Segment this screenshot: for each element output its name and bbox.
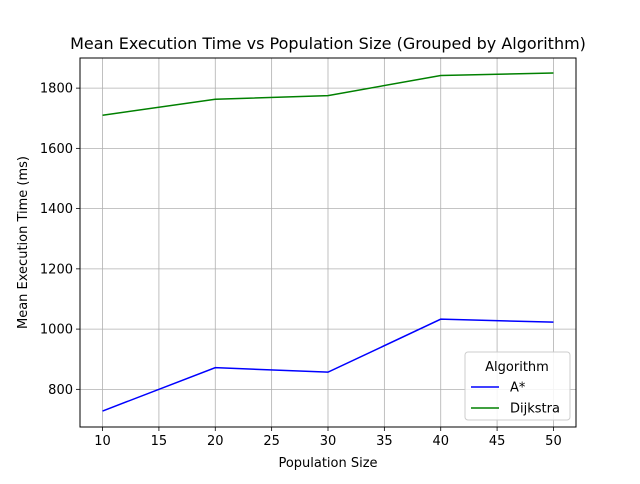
- legend-label-a-star: A*: [510, 381, 526, 396]
- y-tick-label: 1800: [40, 82, 73, 97]
- x-tick-label: 20: [207, 434, 224, 449]
- y-tick-label: 1200: [40, 262, 73, 277]
- y-axis: 800 1000 1200 1400 1600 1800: [40, 82, 80, 398]
- y-tick-label: 1000: [40, 323, 73, 338]
- legend-box: [464, 351, 571, 421]
- y-axis-label: Mean Execution Time (ms): [16, 156, 31, 329]
- x-tick-label: 35: [376, 434, 393, 449]
- x-tick-label: 50: [545, 434, 562, 449]
- series-layer: [102, 72, 554, 412]
- x-tick-label: 15: [151, 434, 168, 449]
- x-tick-label: 30: [320, 434, 337, 449]
- legend-title: Algorithm: [485, 360, 549, 375]
- series-line-dijkstra: [102, 72, 554, 116]
- x-tick-label: 25: [263, 434, 280, 449]
- x-axis: 10 15 20 25 30 35 40 45 50: [94, 427, 562, 449]
- y-tick-label: 1600: [40, 142, 73, 157]
- x-tick-label: 45: [489, 434, 506, 449]
- x-axis-label: Population Size: [278, 456, 377, 471]
- x-tick-label: 10: [94, 434, 111, 449]
- x-tick-label: 40: [432, 434, 449, 449]
- legend-label-dijkstra: Dijkstra: [510, 402, 560, 417]
- series-line-a-star: [102, 318, 554, 412]
- y-tick-label: 800: [48, 383, 73, 398]
- y-tick-label: 1400: [40, 202, 73, 217]
- chart-title: Mean Execution Time vs Population Size (…: [70, 34, 586, 53]
- legend: Algorithm A* Dijkstra: [464, 351, 571, 421]
